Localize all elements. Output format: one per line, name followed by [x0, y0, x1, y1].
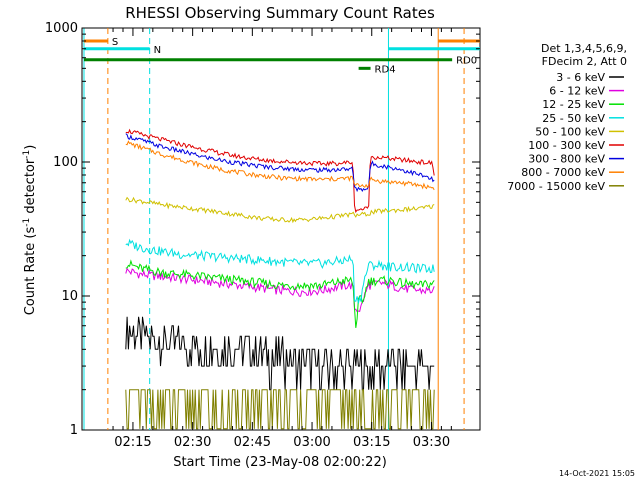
- y-tick-label: 1000: [45, 21, 78, 36]
- series-line: [125, 133, 435, 193]
- y-tick-label: 100: [53, 155, 78, 170]
- legend-entry-label: 7000 - 15000 keV: [507, 180, 605, 193]
- legend-entry-label: 300 - 800 keV: [528, 153, 605, 166]
- y-axis-label-exp2: -1: [22, 150, 32, 159]
- plot-frame: [81, 27, 481, 431]
- series-line: [125, 316, 435, 391]
- x-tick-label: 02:45: [234, 435, 271, 450]
- series-300-800kev: [125, 133, 435, 193]
- series-50-100kev: [125, 196, 435, 224]
- legend-entry-label: 100 - 300 keV: [528, 139, 605, 152]
- legend-entry-label: 50 - 100 keV: [535, 125, 605, 138]
- legend: Det 1,3,4,5,6,9,FDecim 2, Att 0 3 - 6 keV…: [507, 42, 627, 193]
- series-line: [125, 196, 435, 224]
- chart-title: RHESSI Observing Summary Count Rates: [125, 4, 435, 22]
- series-line: [125, 259, 435, 328]
- series-line: [125, 389, 435, 430]
- x-axis-label: Start Time (23-May-08 02:00:22): [173, 455, 387, 470]
- series-25-50kev: [125, 238, 435, 304]
- plot-border: [81, 27, 481, 431]
- state-marker-label: S: [112, 37, 118, 48]
- state-marker-label: N: [154, 45, 161, 56]
- state-marker-label: RD4: [375, 64, 396, 75]
- x-tick-label: 02:30: [174, 435, 211, 450]
- y-axis-label-end: ): [23, 145, 38, 150]
- series-7000-15000kev: [125, 389, 435, 430]
- y-axis-label-main: Count Rate (s: [23, 227, 38, 316]
- legend-entry-label: 25 - 50 keV: [542, 112, 605, 125]
- series-3-6kev: [125, 316, 435, 391]
- series-line: [125, 128, 435, 214]
- series-12-25kev: [125, 259, 435, 328]
- state-marker-label: RD0: [456, 56, 477, 67]
- y-axis-label: Count Rate (s-1 detector-1): [22, 145, 38, 316]
- series-line: [125, 238, 435, 304]
- series-line: [125, 140, 435, 191]
- y-axis-label-exp1: -1: [22, 218, 32, 227]
- series-layer: [125, 128, 435, 430]
- legend-header-line: FDecim 2, Att 0: [542, 55, 627, 68]
- x-tick-label: 03:00: [293, 435, 330, 450]
- x-tick-label: 02:15: [114, 435, 151, 450]
- series-800-7000kev: [125, 140, 435, 191]
- series-6-12kev: [125, 267, 435, 313]
- x-tick-label: 03:15: [353, 435, 390, 450]
- annotation-layer: S N RD0 RD4: [83, 28, 480, 430]
- series-line: [125, 267, 435, 313]
- axis-layer: 1 10 100 1000 02:15 02:30 02:45 03:00 03:15 03:30: [45, 21, 480, 450]
- legend-entry-label: 800 - 7000 keV: [521, 166, 605, 179]
- x-tick-label: 03:30: [413, 435, 450, 450]
- y-axis-label-mid: detector: [23, 158, 38, 218]
- footer-date: 14-Oct-2021 15:05: [559, 469, 635, 478]
- legend-entry-label: 3 - 6 keV: [556, 71, 605, 84]
- y-tick-label: 1: [70, 423, 78, 438]
- legend-entry-label: 12 - 25 keV: [542, 98, 605, 111]
- legend-entry-label: 6 - 12 keV: [549, 85, 605, 98]
- y-tick-label: 10: [61, 289, 78, 304]
- legend-header-line: Det 1,3,4,5,6,9,: [541, 42, 627, 55]
- series-100-300kev: [125, 128, 435, 214]
